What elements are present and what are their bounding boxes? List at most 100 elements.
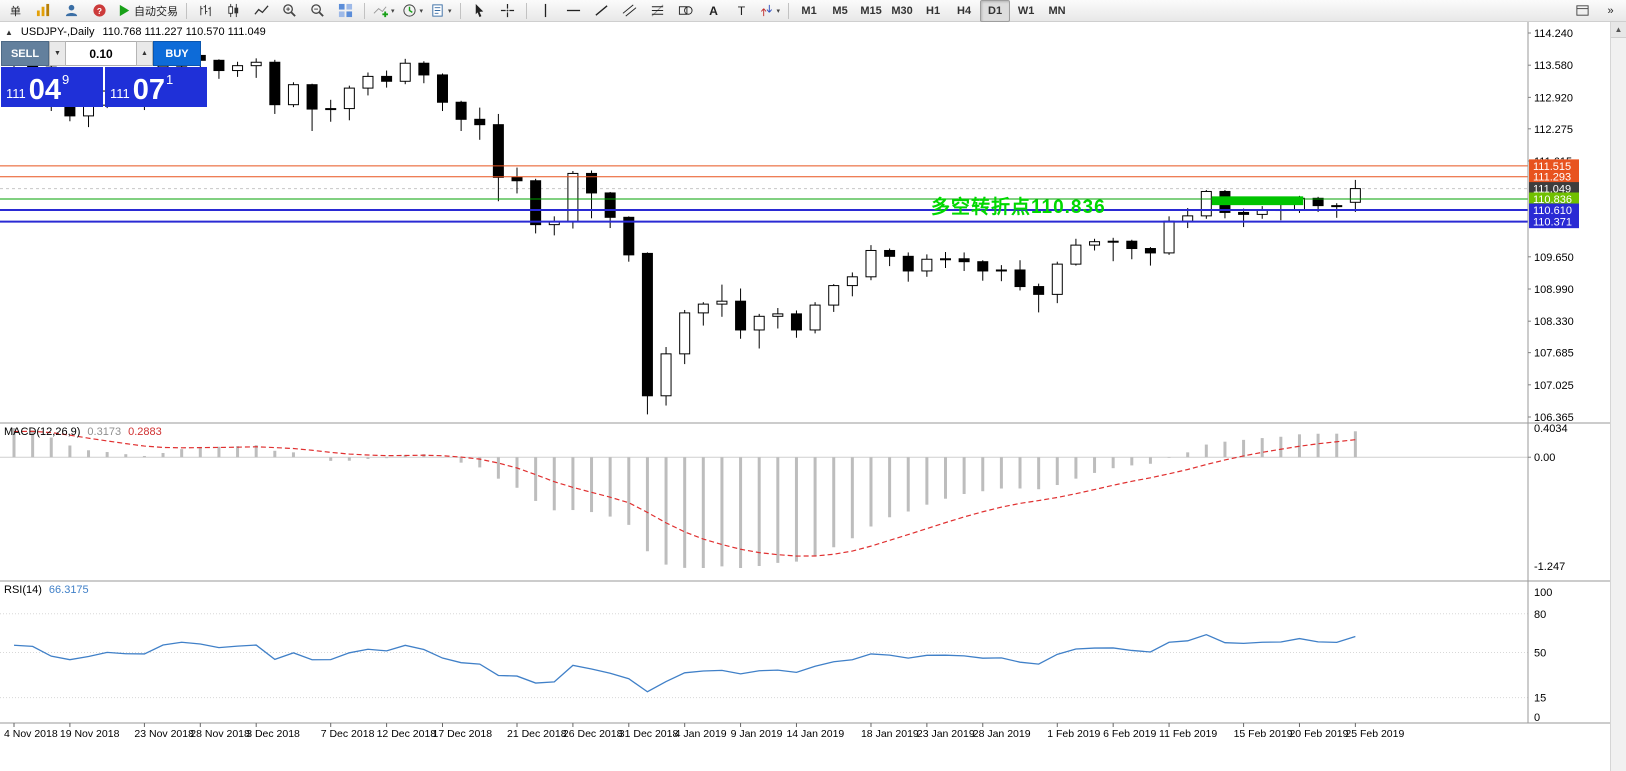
chart-title: ▲ USDJPY-,Daily 110.768 111.227 110.570 … — [5, 26, 266, 38]
candlestick-type-icon[interactable] — [220, 0, 247, 22]
zoom-out-icon — [311, 4, 324, 17]
dropdown-arrow-icon[interactable]: ▾ — [776, 7, 781, 15]
new-order-button-label: 单 — [10, 5, 21, 18]
dropdown-arrow-icon[interactable]: ▾ — [448, 7, 452, 15]
lot-size-input[interactable] — [66, 41, 136, 66]
templates-icon[interactable]: ▾ — [427, 0, 455, 22]
equidistant-channel-icon[interactable] — [616, 0, 643, 22]
timeframe-m1-button[interactable]: M1 — [801, 4, 817, 17]
dropdown-arrow-icon[interactable]: ▾ — [391, 7, 395, 15]
candlestick-type-icon — [228, 3, 239, 18]
tile-windows-icon — [338, 3, 353, 18]
fibonacci-icon — [651, 4, 664, 17]
bar-chart-type-icon[interactable] — [192, 0, 219, 22]
tile-windows-icon[interactable] — [332, 0, 359, 22]
timeframe-mn-button[interactable]: MN — [1048, 4, 1066, 17]
time-axis[interactable] — [0, 723, 1528, 745]
crosshair-icon — [500, 3, 514, 18]
toolbar-separator — [525, 2, 527, 19]
chart-window-icon[interactable] — [30, 0, 57, 22]
sell-price-display[interactable]: 111 04 9 — [1, 67, 103, 107]
svg-text:109.650: 109.650 — [1534, 252, 1574, 264]
price-axis[interactable] — [1528, 22, 1611, 723]
toolbar-separator — [788, 2, 790, 19]
macd-signal-value: 0.2883 — [128, 426, 162, 438]
timeframe-w1-button[interactable]: W1 — [1017, 4, 1035, 17]
one-click-collapse-toggle[interactable]: ▲ — [5, 27, 13, 37]
autotrading-button[interactable]: 自动交易 — [114, 0, 181, 22]
trendline-icon[interactable] — [588, 0, 615, 22]
price-chart-canvas[interactable]: 114.240113.580112.920112.275111.615109.6… — [0, 22, 1626, 771]
svg-text:0: 0 — [1534, 712, 1540, 724]
chart-symbol-period: USDJPY-,Daily — [20, 26, 95, 38]
vertical-line-icon[interactable] — [532, 0, 559, 22]
svg-text:3 Dec 2018: 3 Dec 2018 — [246, 728, 300, 740]
help-icon[interactable]: ? — [86, 0, 113, 22]
zoom-in-icon[interactable] — [276, 0, 303, 22]
buy-price-prefix: 111 — [110, 86, 130, 101]
templates-icon — [432, 4, 443, 17]
indicators-icon[interactable]: ▾ — [370, 0, 398, 22]
zoom-out-icon[interactable] — [304, 0, 331, 22]
cursor-icon[interactable] — [466, 0, 493, 22]
horizontal-line-icon[interactable] — [560, 0, 587, 22]
timeframe-d1-button[interactable]: D1 — [980, 0, 1011, 22]
buy-button[interactable]: BUY — [153, 41, 201, 66]
buy-price-display[interactable]: 111 07 1 — [105, 67, 207, 107]
toolbar-overflow-button[interactable]: » — [1597, 0, 1624, 22]
chart-window-icon — [36, 3, 50, 17]
svg-text:26 Dec 2018: 26 Dec 2018 — [563, 728, 623, 740]
toolbar-separator — [459, 2, 461, 19]
new-order-button[interactable]: 单 — [2, 0, 29, 22]
svg-text:112.920: 112.920 — [1534, 92, 1573, 104]
svg-text:107.685: 107.685 — [1534, 348, 1574, 360]
lot-increase-button[interactable]: ▲ — [136, 41, 153, 66]
svg-text:28 Nov 2018: 28 Nov 2018 — [190, 728, 250, 740]
profile-icon[interactable] — [58, 0, 85, 22]
svg-text:31 Dec 2018: 31 Dec 2018 — [619, 728, 679, 740]
sell-button[interactable]: SELL — [1, 41, 49, 66]
svg-text:9 Jan 2019: 9 Jan 2019 — [731, 728, 783, 740]
arrows-icon — [760, 4, 772, 17]
svg-text:T: T — [737, 4, 745, 18]
dropdown-arrow-icon[interactable]: ▾ — [419, 7, 424, 15]
text-icon: A — [709, 4, 718, 18]
autotrading-icon — [119, 4, 130, 17]
scroll-up-button[interactable]: ▲ — [1611, 22, 1626, 38]
text-label-icon: T — [737, 4, 745, 18]
timeframe-m15-button[interactable]: M15 — [860, 4, 882, 17]
timeframe-h4-button[interactable]: H4 — [957, 4, 972, 17]
lot-decrease-button[interactable]: ▼ — [49, 41, 66, 66]
arrows-icon[interactable]: ▾ — [756, 0, 784, 22]
svg-text:113.580: 113.580 — [1534, 60, 1573, 72]
svg-text:23 Jan 2019: 23 Jan 2019 — [917, 728, 975, 740]
horizontal-line-icon — [566, 9, 580, 12]
svg-text:50: 50 — [1534, 648, 1546, 660]
pivot-annotation-text[interactable]: 多空转折点110.836 — [931, 197, 1106, 218]
svg-text:0.4034: 0.4034 — [1534, 423, 1568, 435]
svg-text:17 Dec 2018: 17 Dec 2018 — [432, 728, 492, 740]
svg-text:?: ? — [97, 6, 102, 16]
buy-price-pip-digit: 1 — [166, 72, 174, 87]
window-icon[interactable] — [1569, 0, 1596, 22]
svg-text:12 Dec 2018: 12 Dec 2018 — [377, 728, 437, 740]
timeframe-m5-button[interactable]: M5 — [832, 4, 848, 17]
periods-icon[interactable]: ▾ — [399, 0, 427, 22]
vertical-scrollbar[interactable]: ▲ — [1610, 22, 1626, 771]
svg-text:21 Dec 2018: 21 Dec 2018 — [507, 728, 567, 740]
rsi-indicator-label: RSI(14) 66.3175 — [4, 584, 89, 596]
timeframe-m30-button[interactable]: M30 — [891, 4, 913, 17]
timeframe-h1-button[interactable]: H1 — [926, 4, 941, 17]
svg-text:23 Nov 2018: 23 Nov 2018 — [134, 728, 194, 740]
shapes-icon[interactable] — [672, 0, 699, 22]
sell-price-prefix: 111 — [6, 86, 26, 101]
svg-text:100: 100 — [1534, 587, 1552, 599]
crosshair-icon[interactable] — [494, 0, 521, 22]
line-chart-type-icon[interactable] — [248, 0, 275, 22]
text-label-icon[interactable]: T — [728, 0, 755, 22]
vertical-line-icon — [544, 3, 546, 18]
svg-text:110.836: 110.836 — [1533, 194, 1572, 206]
text-icon[interactable]: A — [700, 0, 727, 22]
fibonacci-icon[interactable] — [644, 0, 671, 22]
